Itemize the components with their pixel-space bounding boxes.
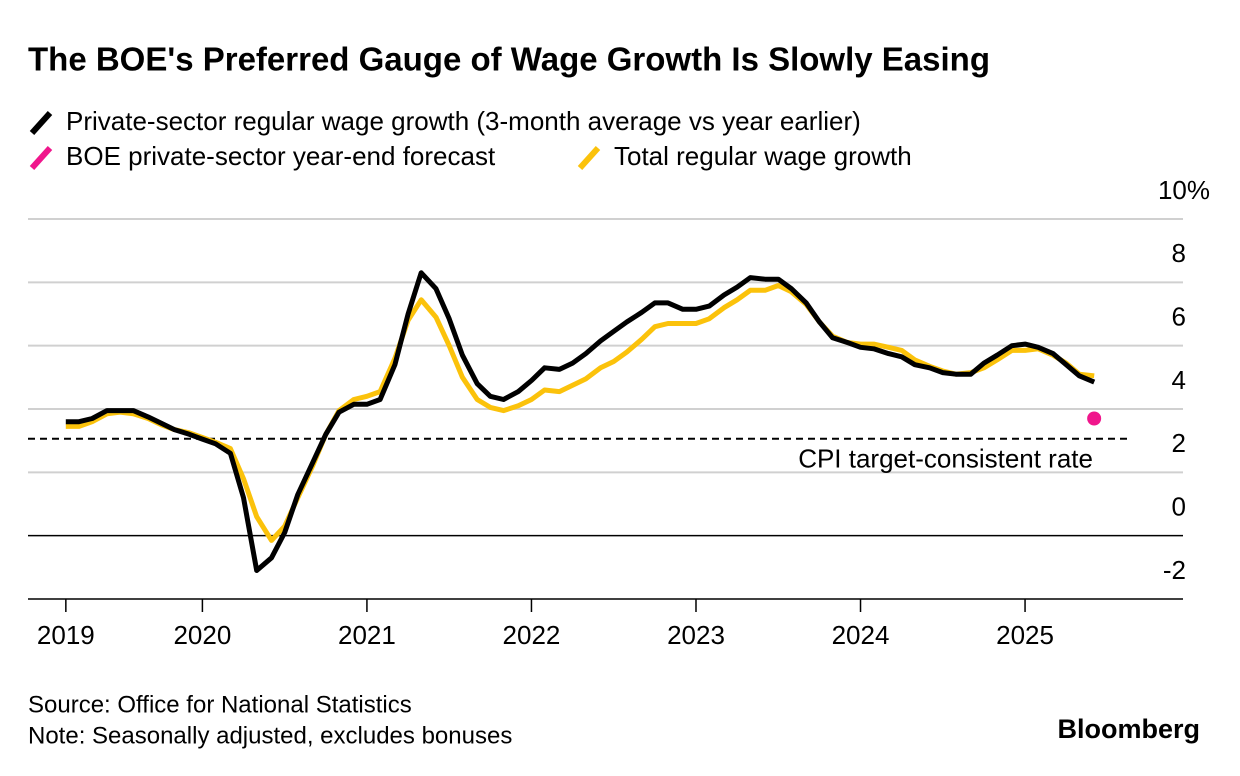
x-tick-label: 2020 (173, 620, 231, 650)
y-tick-label: -2 (1163, 555, 1186, 585)
x-tick-label: 2022 (503, 620, 561, 650)
y-tick-label: 0 (1172, 492, 1186, 522)
legend-swatch (29, 110, 53, 136)
legend-swatch (577, 145, 601, 171)
legend-label: Private-sector regular wage growth (3-mo… (66, 106, 861, 136)
y-tick-label: 4 (1172, 365, 1186, 395)
legend-label: BOE private-sector year-end forecast (66, 141, 496, 171)
x-tick-label: 2024 (832, 620, 890, 650)
x-tick-label: 2025 (996, 620, 1054, 650)
chart-title: The BOE's Preferred Gauge of Wage Growth… (28, 41, 990, 78)
legend-swatch (29, 145, 53, 171)
forecast-point (1087, 411, 1102, 426)
series-line (65, 270, 1096, 573)
y-tick-label: 10% (1158, 175, 1210, 205)
series-line (65, 283, 1095, 543)
brand: Bloomberg (1057, 714, 1200, 744)
x-tick-label: 2023 (667, 620, 725, 650)
source: Source: Office for National Statistics (28, 691, 412, 718)
legend-label: Total regular wage growth (614, 141, 912, 171)
note: Note: Seasonally adjusted, excludes bonu… (28, 722, 512, 749)
x-tick-label: 2021 (338, 620, 396, 650)
y-tick-label: 8 (1172, 238, 1186, 268)
y-tick-label: 6 (1172, 302, 1186, 332)
y-tick-label: 2 (1172, 428, 1186, 458)
x-tick-label: 2019 (37, 620, 95, 650)
reference-label: CPI target-consistent rate (798, 444, 1093, 474)
